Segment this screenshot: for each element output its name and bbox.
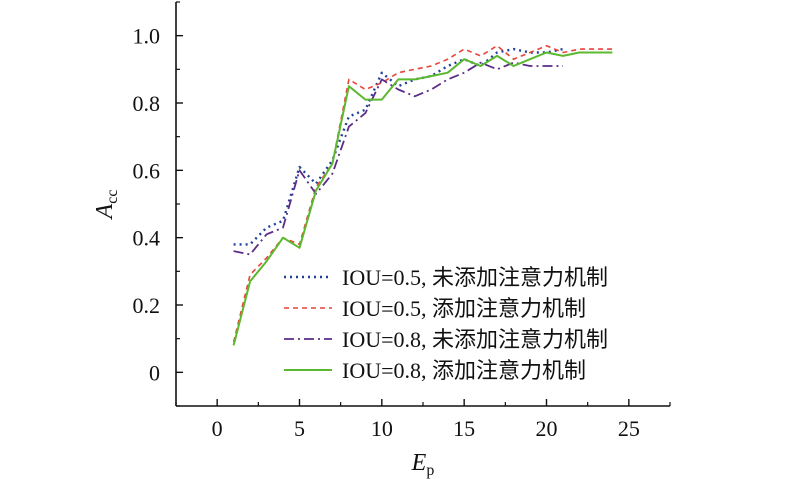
y-tick-label: 0.6 [133,158,161,183]
y-tick-label: 0.8 [133,91,161,116]
series-line-2 [232,44,613,343]
y-tick-label: 0.2 [133,293,161,318]
legend-label-2: IOU=0.5, 添加注意力机制 [342,296,586,321]
series-line-4 [232,51,613,346]
series-line-1 [233,47,564,246]
x-tick-label: 20 [536,416,558,441]
x-tick-label: 5 [294,416,305,441]
x-tick-label: 15 [453,416,475,441]
legend-label-1: IOU=0.5, 未添加注意力机制 [342,265,608,290]
y-axis-label: Acc [92,190,121,221]
legend-label-3: IOU=0.8, 未添加注意力机制 [342,327,608,352]
ticks: 0 5 10 15 20 25 0 0.2 0.4 0.6 0.8 1.0 [133,1,671,441]
x-axis-label: Ep [411,450,435,479]
x-tick-label: 0 [212,416,223,441]
x-tick-label: 10 [371,416,393,441]
series-line-3 [233,61,563,256]
y-tick-label: 1.0 [133,24,161,49]
legend-label-4: IOU=0.8, 添加注意力机制 [342,358,586,383]
x-tick-label: 25 [618,416,640,441]
series-lines [232,44,613,346]
y-tick-label: 0 [149,360,160,385]
axis-labels: Ep Acc [92,190,434,479]
legend: IOU=0.5, 未添加注意力机制 IOU=0.5, 添加注意力机制 IOU=0.8… [284,265,608,383]
y-tick-label: 0.4 [133,226,161,251]
